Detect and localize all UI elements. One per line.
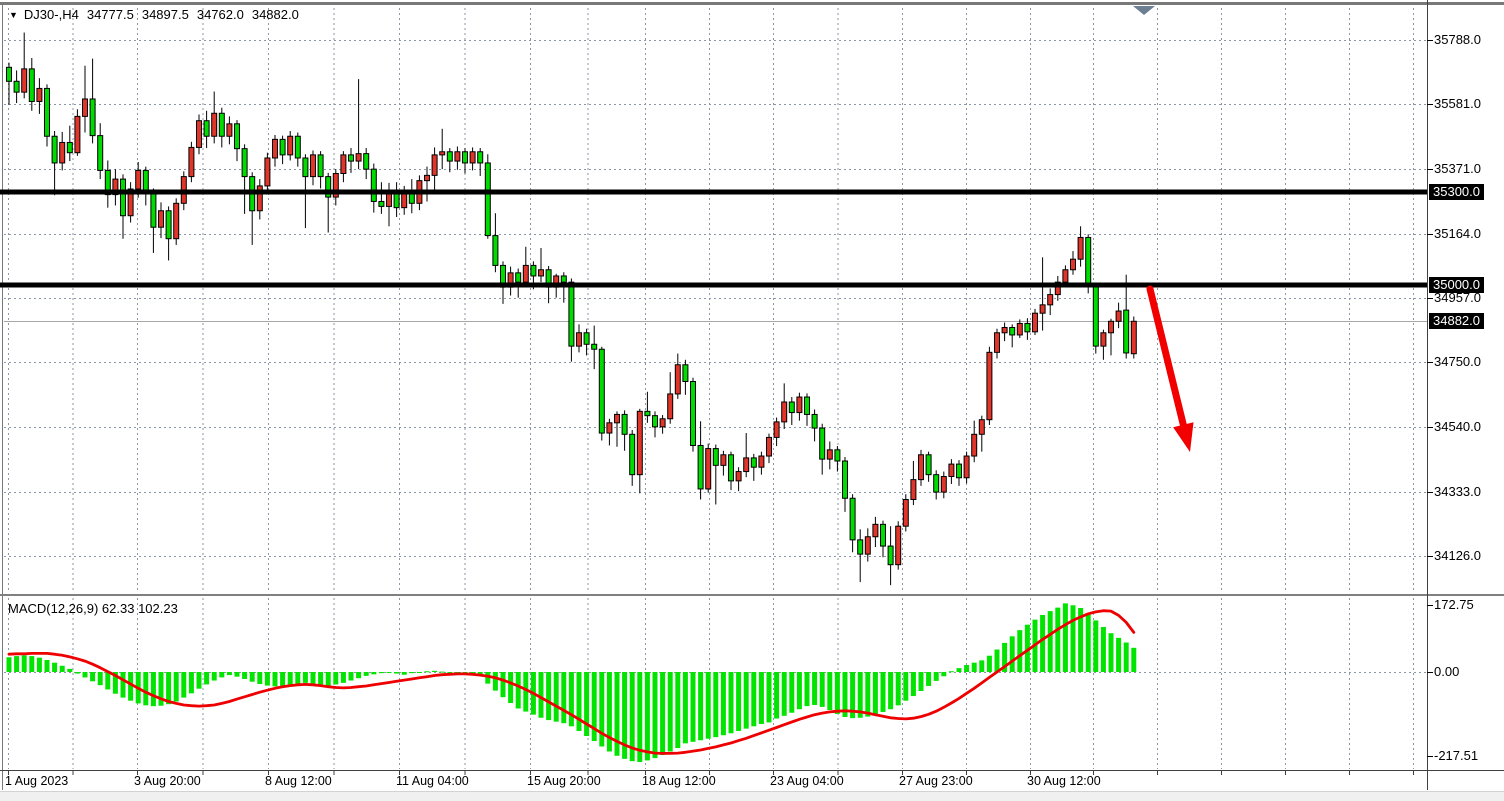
macd-axis-label: -217.51	[1434, 748, 1479, 763]
candles	[6, 32, 1137, 586]
symbol-dropdown-icon: ▼	[9, 10, 18, 20]
price-axis-label: 34333.0	[1434, 484, 1481, 499]
macd-axis-label: 172.75	[1434, 597, 1474, 612]
price-axis-label: 35164.0	[1434, 226, 1481, 241]
time-axis-label: 18 Aug 12:00	[642, 774, 716, 788]
window-frame-top	[0, 2, 1504, 5]
bottom-strip	[0, 791, 1504, 801]
chart-shift-marker-icon	[1133, 6, 1155, 15]
time-axis-label: 3 Aug 20:00	[134, 774, 201, 788]
price-axis-label: 34540.0	[1434, 419, 1481, 434]
macd-signal-line	[7, 609, 1136, 755]
grid	[4, 8, 1427, 769]
price-axis-label: 35371.0	[1434, 161, 1481, 176]
time-axis-label: 23 Aug 04:00	[770, 774, 844, 788]
time-axis-label: 8 Aug 12:00	[265, 774, 332, 788]
price-axis-label: 35581.0	[1434, 96, 1481, 111]
time-axis-label: 11 Aug 04:00	[396, 774, 469, 788]
price-axis-label: 34750.0	[1434, 354, 1481, 369]
ohlc-open: 34777.5	[86, 7, 134, 22]
symbol-period-label: DJ30-,H4	[23, 7, 79, 22]
ohlc-high: 34897.5	[141, 7, 189, 22]
time-axis-label: 15 Aug 20:00	[527, 774, 601, 788]
ohlc-low: 34762.0	[196, 7, 244, 22]
macd-axis-label: 0.00	[1434, 664, 1460, 679]
price-axis-label: 34957.0	[1434, 290, 1481, 305]
price-axis-boxed-label: 34882.0	[1429, 313, 1484, 329]
pane-splitter[interactable]	[0, 594, 1504, 596]
window-frame-left	[2, 2, 3, 790]
macd-histogram	[6, 603, 1137, 762]
chart-title: ▼ DJ30-,H4 34777.5 34897.5 34762.0 34882.0	[9, 7, 299, 22]
time-axis-label: 1 Aug 2023	[5, 774, 69, 788]
price-axis-ticks	[1427, 40, 1433, 757]
ohlc-close: 34882.0	[251, 7, 299, 22]
time-axis-label: 27 Aug 23:00	[899, 774, 973, 788]
down-arrow-annotation[interactable]	[1146, 285, 1194, 452]
macd-indicator-label: MACD(12,26,9) 62.33 102.23	[8, 601, 178, 616]
price-axis-label: 34126.0	[1434, 548, 1481, 563]
price-axis-boxed-label: 35300.0	[1429, 184, 1484, 200]
price-axis-label: 35788.0	[1434, 32, 1481, 47]
price-axis-boxed-label: 35000.0	[1429, 277, 1484, 293]
time-axis-label: 30 Aug 12:00	[1027, 774, 1101, 788]
time-axis-ticks	[8, 770, 1414, 775]
